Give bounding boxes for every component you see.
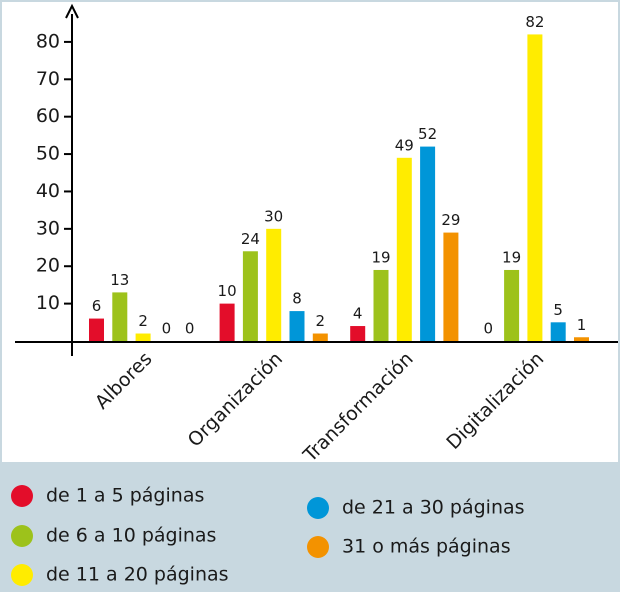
- y-tick-label: 50: [36, 143, 60, 165]
- value-label: 29: [441, 211, 460, 229]
- y-tick-label: 40: [36, 180, 60, 202]
- value-label: 19: [371, 248, 390, 266]
- bar: [242, 251, 258, 341]
- value-label: 82: [525, 13, 544, 31]
- value-label: 30: [264, 207, 283, 225]
- bar: [420, 146, 436, 341]
- legend-swatch: [11, 564, 33, 586]
- value-label: 0: [484, 320, 494, 338]
- y-tick-label: 80: [36, 30, 60, 52]
- legend-area: [0, 462, 620, 592]
- bar: [443, 232, 459, 341]
- bar: [219, 303, 235, 341]
- value-label: 0: [185, 320, 195, 338]
- value-label: 2: [138, 312, 148, 330]
- bar: [350, 326, 366, 341]
- bar: [89, 318, 104, 341]
- y-tick-label: 20: [36, 255, 60, 277]
- legend-swatch: [11, 485, 33, 507]
- value-label: 6: [92, 297, 102, 315]
- y-tick-label: 30: [36, 217, 60, 239]
- legend-label: de 21 a 30 páginas: [342, 497, 525, 519]
- legend-label: de 11 a 20 páginas: [46, 564, 229, 586]
- value-label: 10: [218, 282, 237, 300]
- legend-label: de 1 a 5 páginas: [46, 485, 204, 507]
- bar: [550, 322, 566, 341]
- bar: [312, 333, 328, 341]
- y-tick-label: 70: [36, 68, 60, 90]
- y-tick-label: 60: [36, 105, 60, 127]
- bar: [504, 269, 520, 341]
- value-label: 0: [162, 320, 172, 338]
- value-label: 24: [241, 230, 260, 248]
- bar: [135, 333, 151, 341]
- legend-swatch: [307, 536, 329, 558]
- legend-swatch: [307, 497, 329, 519]
- bar: [289, 311, 305, 341]
- value-label: 13: [110, 271, 129, 289]
- value-label: 19: [502, 248, 521, 266]
- legend-swatch: [11, 525, 33, 547]
- bar: [112, 292, 128, 341]
- bar: [373, 269, 389, 341]
- bar: [396, 157, 412, 341]
- value-label: 2: [316, 312, 326, 330]
- bar: [266, 228, 282, 341]
- value-label: 1: [577, 316, 587, 334]
- bar: [527, 34, 543, 341]
- value-label: 49: [395, 136, 414, 154]
- y-tick-label: 10: [36, 292, 60, 314]
- value-label: 5: [553, 301, 563, 319]
- value-label: 4: [353, 305, 363, 323]
- bar: [574, 337, 589, 341]
- legend-label: 31 o más páginas: [342, 536, 511, 558]
- value-label: 8: [292, 290, 302, 308]
- value-label: 52: [418, 125, 437, 143]
- legend-label: de 6 a 10 páginas: [46, 525, 216, 547]
- y-axis-arrow: [65, 3, 79, 19]
